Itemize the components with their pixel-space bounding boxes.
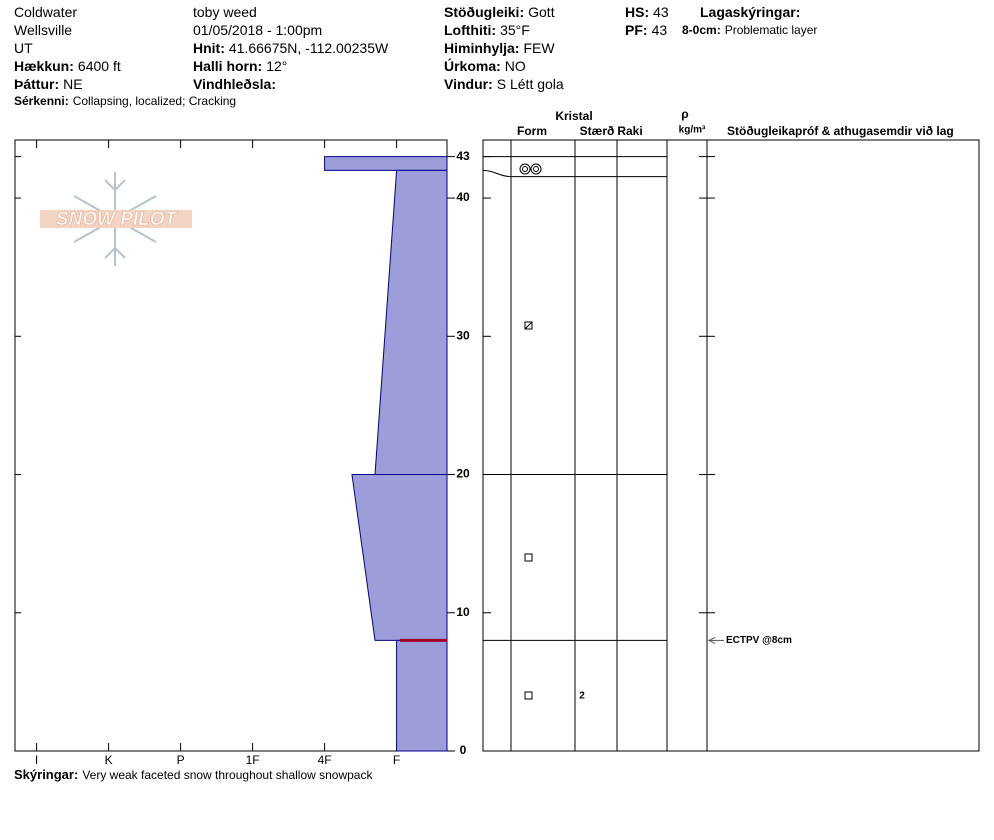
field-value: Gott [528,4,555,20]
header-field: Hækkun: 6400 ft [14,58,121,74]
y-tick-label: 10 [456,605,470,619]
header-field: Úrkoma: NO [444,58,526,74]
x-tick-label: P [177,753,185,767]
col-header: Kristal [555,109,592,123]
x-tick-label: K [105,753,113,767]
header-field: HS: 43 [625,4,669,20]
header-field: Þáttur: NE [14,76,83,92]
field-value: NE [63,76,83,92]
y-tick-label: 20 [456,467,470,481]
hardness-layer [351,474,448,641]
y-tick-label: 40 [456,190,470,204]
x-tick-label: 1F [246,753,260,767]
test-label: ECTPV @8cm [726,635,792,646]
layer-connector [482,169,512,178]
header-field: Vindhleðsla: [193,76,280,92]
header-field: Wellsville [14,22,72,38]
x-tick-label: 4F [318,753,332,767]
field-label: Úrkoma: [444,58,501,74]
field-value: S Létt gola [496,76,564,92]
col-header: Stærð [580,124,615,138]
field-label: Skýringar: [14,767,79,782]
field-label: Halli horn: [193,58,263,74]
hardness-layer [396,639,448,752]
grain-size: 2 [579,690,585,701]
field-value: Collapsing, localized; Cracking [72,94,237,108]
field-label: Vindur: [444,76,493,92]
field-label: HS: [625,4,650,20]
field-value: 43 [653,4,669,20]
field-label: Lagaskýringar: [700,4,801,20]
field-label: 8-0cm: [682,23,721,37]
field-value: toby weed [193,4,257,20]
field-value: FEW [523,40,555,56]
col-header: ρ [681,107,688,121]
test-arrow-head [707,636,716,644]
table-frame [482,139,980,752]
logo-text: SNOW PILOT [56,209,178,230]
field-value: 43 [651,22,668,38]
header-field: Halli horn: 12° [193,58,287,74]
header-field: Stöðugleiki: Gott [444,4,555,20]
field-label: Þáttur: [14,76,60,92]
field-label: Sérkenni: [14,94,69,108]
header-field: Vindur: S Létt gola [444,76,564,92]
layer-notes-title: Lagaskýringar: [700,4,804,20]
header-field: PF: 43 [625,22,667,38]
y-tick-label: 0 [460,743,467,757]
footer: Skýringar: Very weak faceted snow through… [14,767,372,782]
x-tick-label: I [35,753,38,767]
col-header: kg/m³ [679,125,706,136]
y-tick-label: 30 [456,328,470,342]
field-value: Coldwater [14,4,78,20]
header-field: Lofthiti: 35°F [444,22,530,38]
field-value: Problematic layer [724,23,818,37]
field-value: 01/05/2018 - 1:00pm [193,22,323,38]
col-header: Raki [617,124,642,138]
field-value: 41.66675N, -112.00235W [228,40,389,56]
header-field: toby weed [193,4,257,20]
header-field: Coldwater [14,4,77,20]
grain-symbols [519,163,542,700]
y-tick-label: 43 [456,149,470,163]
header-field: Himinhylja: FEW [444,40,555,56]
field-label: Himinhylja: [444,40,520,56]
header-field: 01/05/2018 - 1:00pm [193,22,322,38]
header-field: 8-0cm: Problematic layer [682,23,817,37]
field-label: PF: [625,22,648,38]
field-label: Stöðugleiki: [444,4,525,20]
header-field: UT [14,40,33,56]
field-value: Wellsville [14,22,73,38]
field-value: 12° [266,58,288,74]
field-value: 6400 ft [77,58,121,74]
header-field: Sérkenni: Collapsing, localized; Cracking [14,94,236,108]
field-value: NO [504,58,526,74]
field-value: 35°F [500,22,530,38]
col-header: Stöðugleikapróf & athugasemdir við lag [727,124,954,138]
field-label: Vindhleðsla: [193,76,276,92]
field-value: Very weak faceted snow throughout shallo… [82,768,373,782]
header-field: Hnit: 41.66675N, -112.00235W [193,40,388,56]
table-columns [510,140,708,751]
col-header: Form [517,124,547,138]
field-label: Lofthiti: [444,22,497,38]
logo-band [40,210,192,228]
hardness-layer [374,169,448,476]
hardness-layer [324,156,448,171]
field-label: Hækkun: [14,58,74,74]
x-tick-label: F [393,753,400,767]
field-value: UT [14,40,33,56]
field-label: Hnit: [193,40,225,56]
